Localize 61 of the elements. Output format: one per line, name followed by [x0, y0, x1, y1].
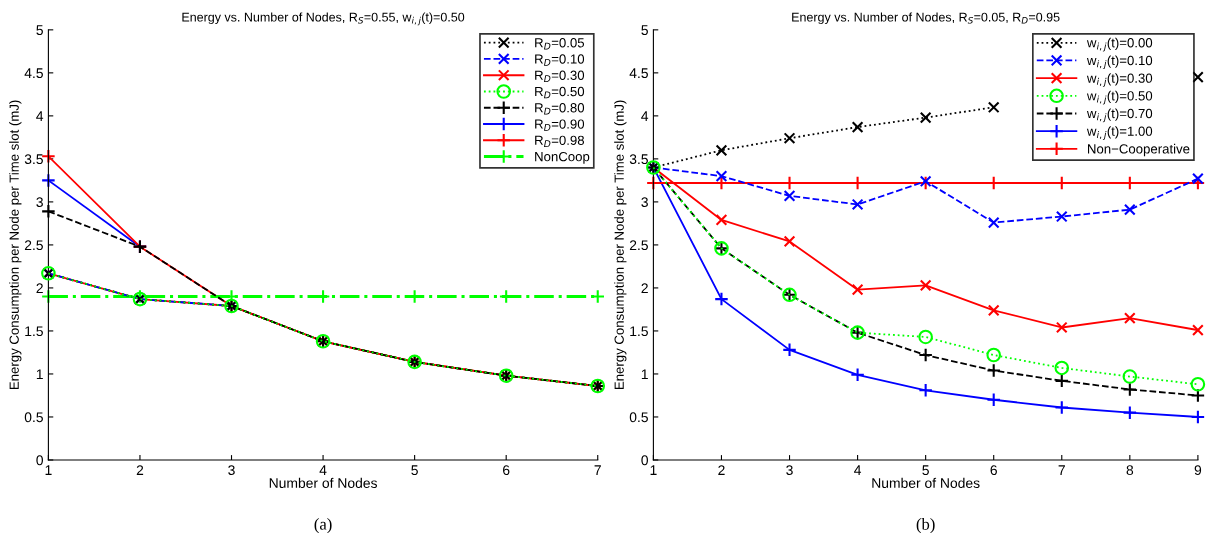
x-tick-label: 1 [650, 465, 657, 475]
legend-label: R$_{D}$=0.05 [535, 38, 585, 50]
y-tick-label: 0 [36, 455, 43, 466]
y-tick-label: 0.5 [629, 412, 648, 423]
y-tick-label: 0 [641, 455, 648, 466]
y-axis-title: Energy Consumption per Node per Time slot (mJ) [9, 100, 22, 390]
x-tick-label: 2 [718, 465, 725, 475]
y-tick-label: 5 [36, 25, 43, 36]
y-tick-label: 2.5 [24, 240, 43, 251]
x-tick-label: 6 [990, 465, 997, 476]
y-tick-label: 2 [36, 283, 43, 293]
y-tick-label: 2.5 [629, 240, 648, 251]
x-tick-label: 5 [922, 465, 929, 476]
y-tick-label: 4.5 [629, 68, 648, 79]
legend-label: R$_{D}$=0.50 [535, 86, 585, 99]
legend-label: w$_{i,j}$(t)=0.70 [1086, 108, 1153, 123]
legend-label: NonCoop [535, 151, 590, 164]
y-tick-label: 4.5 [24, 68, 43, 79]
x-tick-label: 5 [411, 465, 418, 476]
x-tick-label: 7 [594, 465, 601, 475]
y-tick-label: 4 [641, 111, 649, 121]
x-tick-label: 4 [319, 465, 327, 475]
y-tick-label: 1.5 [25, 326, 43, 337]
y-tick-label: 3.5 [629, 154, 648, 165]
x-tick-label: 3 [228, 465, 235, 476]
x-tick-label: 3 [786, 465, 793, 476]
legend-label: w$_{i,j}$(t)=0.50 [1086, 90, 1153, 105]
legend-label: R$_{D}$=0.90 [535, 119, 585, 131]
x-tick-label: 6 [503, 465, 510, 476]
x-axis-title: Number of Nodes [872, 477, 980, 488]
chart-title: Energy vs. Number of Nodes, R$_{S}$=0.05, R$_{D}$=0.95 [792, 12, 1060, 25]
text: (a) [314, 518, 332, 533]
x-tick-label: 7 [1058, 465, 1065, 475]
y-tick-label: 2 [641, 283, 648, 293]
x-tick-label: 8 [1126, 465, 1134, 476]
y-tick-label: 3 [641, 197, 648, 208]
legend-label: w$_{i,j}$(t)=0.00 [1086, 37, 1153, 52]
legend-label: w$_{i,j}$(t)=0.10 [1086, 55, 1153, 70]
legend-label: R$_{D}$=0.80 [535, 103, 585, 115]
y-tick-label: 1.5 [630, 326, 648, 337]
x-axis-title: Number of Nodes [269, 477, 377, 488]
y-tick-label: 3.5 [24, 154, 43, 165]
x-tick-label: 1 [45, 465, 52, 475]
legend-label: w$_{i,j}$(t)=1.00 [1086, 126, 1153, 140]
legend-label: Non−Cooperative [1088, 143, 1190, 157]
x-tick-label: 2 [136, 465, 144, 475]
chart-title: Energy vs. Number of Nodes, R$_{S}$=0.55, w$_{i,j}$(t)=0.50 [182, 12, 465, 26]
y-tick-label: 4 [36, 111, 44, 121]
y-tick-label: 1 [36, 369, 43, 379]
y-tick-label: 3 [36, 197, 43, 208]
y-axis-title: Energy Consumption per Node per Time slot (mJ) [614, 100, 627, 390]
y-tick-label: 1 [641, 369, 648, 379]
x-tick-label: 9 [1194, 465, 1202, 476]
x-tick-label: 4 [854, 465, 862, 475]
y-tick-label: 0.5 [24, 412, 43, 423]
y-tick-label: 5 [641, 25, 648, 36]
legend-label: R$_{D}$=0.30 [535, 70, 585, 82]
text: (b) [916, 518, 935, 533]
legend-label: R$_{D}$=0.98 [535, 135, 585, 148]
legend-label: R$_{D}$=0.10 [535, 54, 585, 66]
legend-label: w$_{i,j}$(t)=0.30 [1086, 73, 1153, 87]
